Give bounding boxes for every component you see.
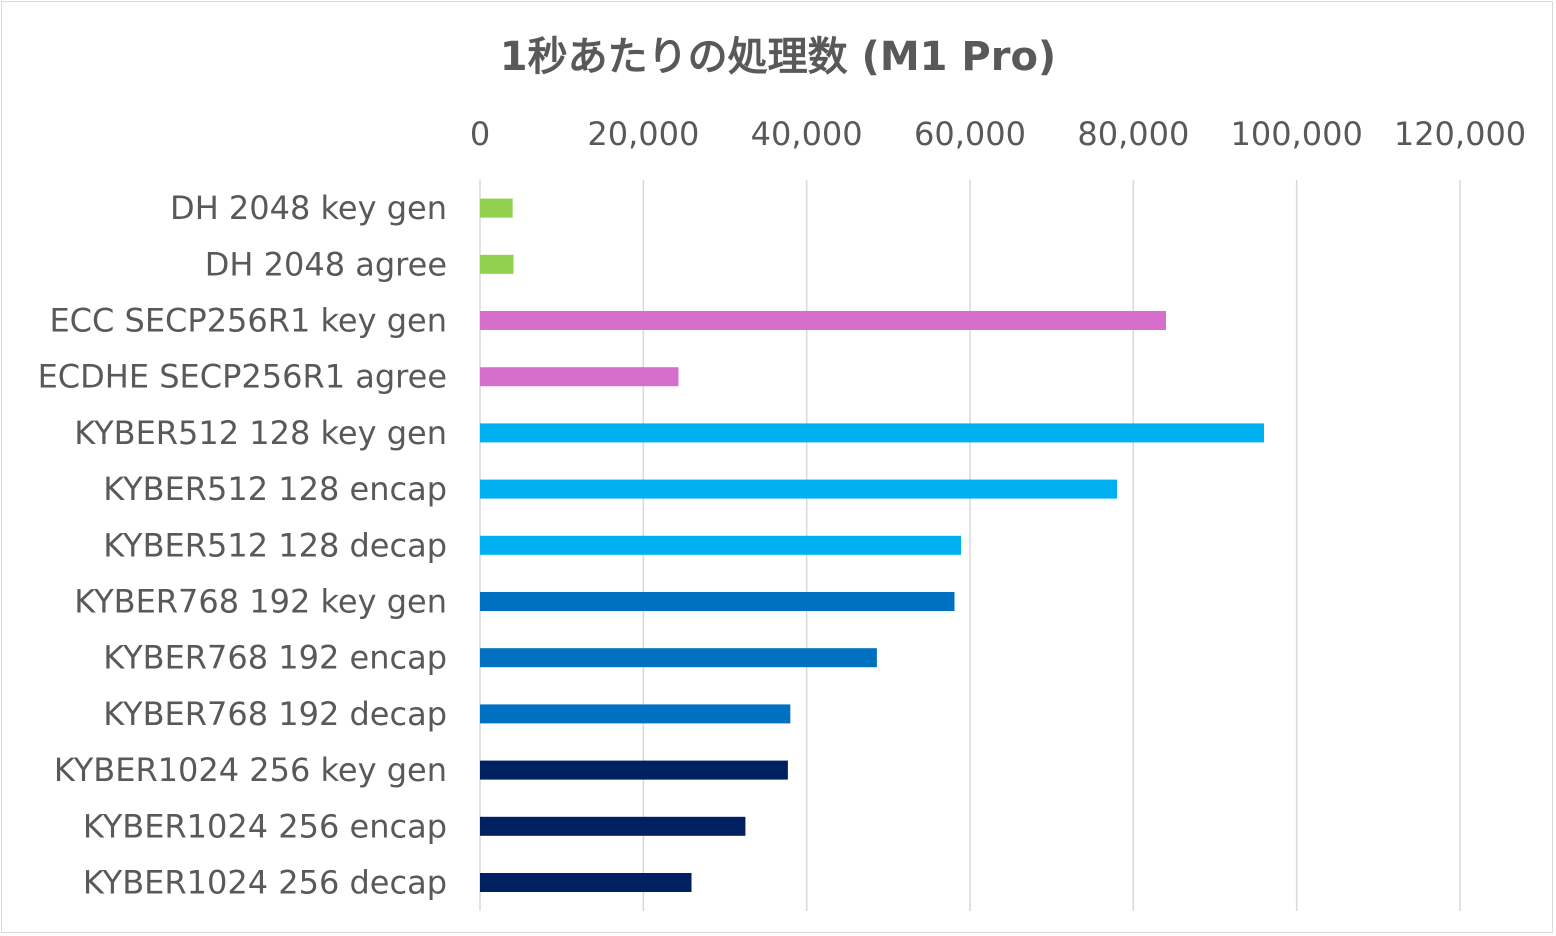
x-tick-label: 20,000 — [587, 115, 699, 153]
x-tick-label: 100,000 — [1231, 115, 1363, 153]
x-axis-tick-labels: 0 20,000 40,000 60,000 80,000 100,000 120,000 — [470, 115, 1526, 153]
bar — [480, 704, 791, 724]
x-tick-label: 80,000 — [1077, 115, 1189, 153]
category-label: KYBER512 128 encap — [103, 470, 447, 508]
bar — [480, 760, 788, 780]
bar — [480, 816, 746, 836]
chart-title: 1秒あたりの処理数 (M1 Pro) — [500, 34, 1056, 80]
x-tick-label: 0 — [470, 115, 490, 153]
category-label: KYBER1024 256 decap — [83, 864, 447, 902]
bars — [480, 198, 1264, 892]
gridlines — [479, 180, 1461, 911]
category-label: KYBER1024 256 key gen — [54, 751, 447, 789]
category-labels: DH 2048 key gen DH 2048 agree ECC SECP256R… — [38, 189, 447, 901]
x-tick-label: 120,000 — [1394, 115, 1526, 153]
category-label: KYBER512 128 decap — [103, 526, 447, 564]
x-tick-label: 60,000 — [914, 115, 1026, 153]
bar — [480, 423, 1264, 443]
category-label: KYBER768 192 encap — [103, 639, 447, 677]
bar — [480, 198, 513, 218]
bar — [480, 479, 1117, 499]
bar — [480, 367, 679, 387]
bar — [480, 311, 1166, 330]
bar — [480, 873, 692, 892]
bar — [480, 648, 877, 668]
category-label: ECDHE SECP256R1 agree — [38, 358, 447, 396]
bar — [480, 535, 962, 555]
category-label: DH 2048 agree — [205, 245, 447, 283]
bar — [480, 254, 514, 274]
category-label: ECC SECP256R1 key gen — [49, 302, 447, 340]
category-label: KYBER768 192 key gen — [74, 583, 447, 621]
x-tick-label: 40,000 — [751, 115, 863, 153]
category-label: KYBER768 192 decap — [103, 695, 447, 733]
category-label: KYBER1024 256 encap — [83, 807, 447, 845]
category-label: KYBER512 128 key gen — [74, 414, 447, 452]
category-label: DH 2048 key gen — [170, 189, 447, 227]
bar — [480, 592, 955, 611]
